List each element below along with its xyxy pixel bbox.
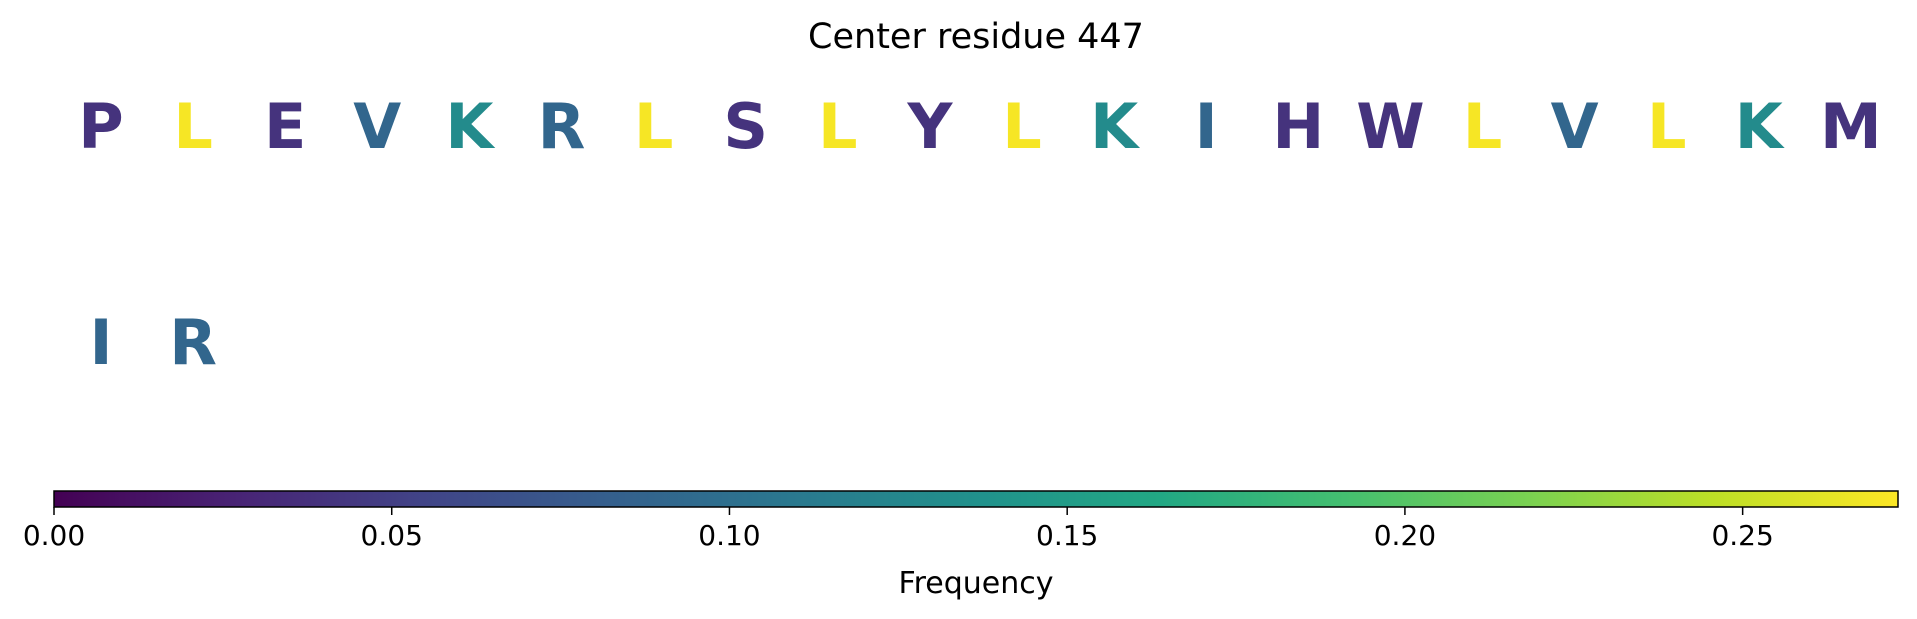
residue-letter: I <box>1195 90 1218 163</box>
residue-letter: W <box>1356 90 1424 163</box>
residue-letter: R <box>169 306 217 379</box>
residue-letter: L <box>1647 90 1687 163</box>
residue-letter: L <box>634 90 674 163</box>
colorbar-gradient <box>53 490 1899 508</box>
residue-letter: K <box>1735 90 1785 163</box>
residue-grid: P L E V K R L S L Y L K I H W L V L K MI R <box>78 90 1881 379</box>
colorbar: 0.00 0.05 0.10 0.15 0.20 0.25 Frequency <box>23 490 1899 601</box>
colorbar-tick-label: 0.15 <box>1036 519 1098 552</box>
residue-letter: K <box>445 90 495 163</box>
residue-letter: L <box>173 90 213 163</box>
residue-letter: H <box>1272 90 1324 163</box>
residue-letter: L <box>818 90 858 163</box>
chart-title: Center residue 447 <box>808 17 1144 57</box>
residue-letter: M <box>1820 90 1882 163</box>
residue-letter: I <box>89 306 112 379</box>
residue-letter: L <box>1463 90 1503 163</box>
residue-letter: Y <box>906 90 953 163</box>
colorbar-tick-label: 0.20 <box>1374 519 1436 552</box>
residue-letter: L <box>1002 90 1042 163</box>
residue-letter: K <box>1090 90 1140 163</box>
colorbar-tick-label: 0.10 <box>698 519 760 552</box>
residue-letter: P <box>78 90 123 163</box>
residue-letter: S <box>723 90 768 163</box>
residue-letter: V <box>1551 90 1599 163</box>
colorbar-label: Frequency <box>899 566 1054 601</box>
colorbar-ticks: 0.00 0.05 0.10 0.15 0.20 0.25 <box>23 507 1774 552</box>
residue-letter: R <box>538 90 586 163</box>
colorbar-tick-label: 0.25 <box>1711 519 1773 552</box>
colorbar-tick-label: 0.05 <box>361 519 423 552</box>
residue-letter: V <box>353 90 401 163</box>
residue-letter: E <box>264 90 306 163</box>
colorbar-tick-label: 0.00 <box>23 519 85 552</box>
